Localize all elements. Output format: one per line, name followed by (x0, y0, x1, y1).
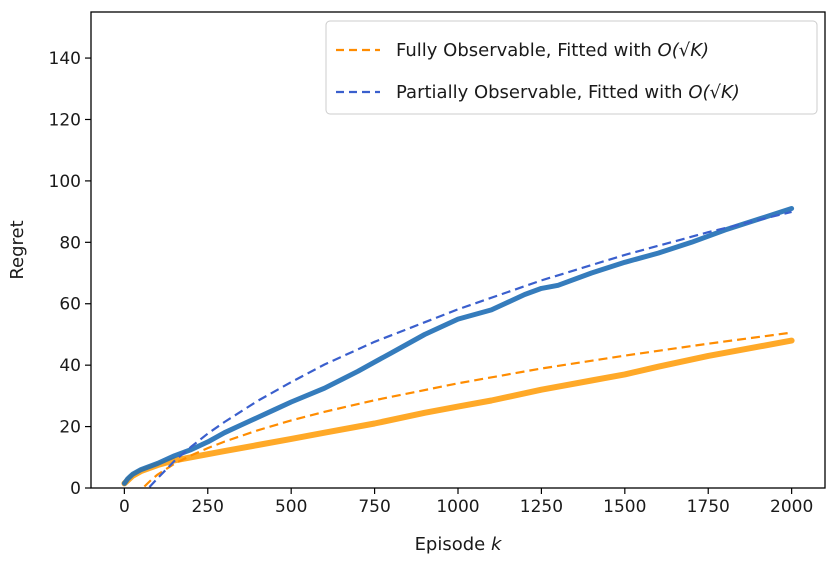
x-axis-label: Episode k (415, 534, 503, 555)
series-layer (121, 206, 795, 488)
x-tick-label: 1000 (436, 497, 479, 517)
x-axis: 0 250 500 750 1000 1250 1500 1750 2000 (119, 488, 813, 517)
series-line-1 (121, 206, 795, 486)
x-tick-label: 500 (275, 497, 307, 517)
legend-box (325, 20, 818, 115)
legend: Fully Observable, Fitted with O(√K) Parti… (325, 20, 818, 115)
y-axis-label: Regret (7, 220, 28, 279)
y-tick-label: 100 (49, 172, 81, 192)
x-tick-label: 750 (358, 497, 390, 517)
series-line-3 (148, 210, 792, 488)
y-tick-label: 80 (59, 233, 81, 253)
x-tick-label: 0 (119, 497, 130, 517)
x-tick-label: 1500 (603, 497, 646, 517)
series-line-2 (143, 331, 792, 488)
y-tick-label: 140 (49, 49, 81, 69)
y-tick-label: 20 (59, 418, 81, 438)
legend-label-1: Partially Observable, Fitted with O(√K) (396, 82, 740, 103)
y-tick-label: 40 (59, 356, 81, 376)
y-axis: 0 20 40 60 80 100 120 140 (49, 49, 91, 499)
x-tick-label: 250 (192, 497, 224, 517)
y-tick-label: 60 (59, 295, 81, 315)
legend-label-0: Fully Observable, Fitted with O(√K) (396, 40, 709, 61)
y-tick-label: 0 (70, 479, 81, 499)
series-line-0 (121, 337, 795, 487)
x-tick-label: 1750 (687, 497, 730, 517)
y-tick-label: 120 (49, 110, 81, 130)
x-tick-label: 2000 (770, 497, 813, 517)
x-tick-label: 1250 (520, 497, 563, 517)
